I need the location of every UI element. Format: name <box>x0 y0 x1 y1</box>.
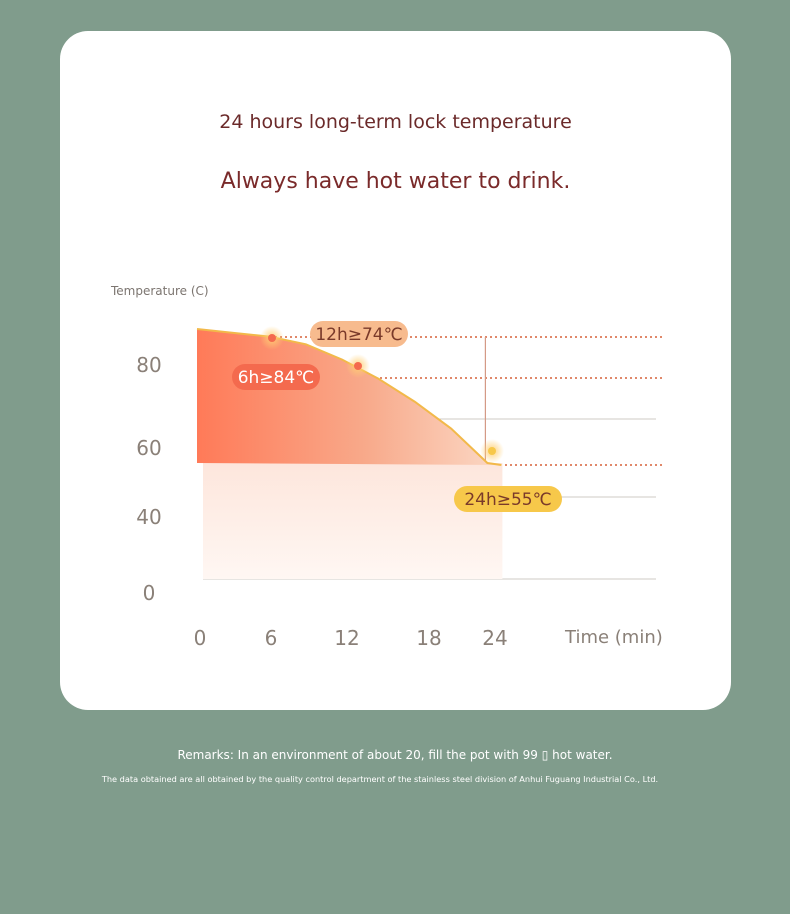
data-point <box>488 447 496 455</box>
data-point <box>354 362 362 370</box>
data-source-note: The data obtained are all obtained by th… <box>101 774 659 784</box>
annotation-badge <box>454 486 562 512</box>
x-tick-label: 24 <box>482 626 507 650</box>
annotation-badge <box>232 364 320 390</box>
data-point <box>268 334 276 342</box>
annotation-label: 12h≥74℃ <box>315 325 402 345</box>
x-axis-title: Time (min) <box>564 627 663 648</box>
annotation-badge <box>310 321 408 347</box>
temperature-chart: 6h≥84℃ 12h≥74℃ 24h≥55℃ 0 40 60 80 0 6 12 18 24 Tempe… <box>110 284 664 650</box>
x-tick-label: 18 <box>416 626 441 650</box>
page-title: 24 hours long-term lock temperature <box>219 111 572 133</box>
remarks-text: Remarks: In an environment of about 20, … <box>177 748 613 762</box>
y-tick-label: 60 <box>136 436 161 460</box>
lower-fill <box>203 463 503 579</box>
annotation-label: 6h≥84℃ <box>238 368 315 388</box>
annotation-label: 24h≥55℃ <box>464 490 551 510</box>
temperature-area <box>197 329 502 465</box>
x-tick-label: 12 <box>334 626 359 650</box>
x-tick-label: 6 <box>265 626 278 650</box>
y-axis-title: Temperature (C) <box>110 284 209 298</box>
y-tick-label: 0 <box>143 581 156 605</box>
page-subtitle: Always have hot water to drink. <box>220 169 571 194</box>
y-tick-label: 80 <box>136 353 161 377</box>
x-tick-label: 0 <box>194 626 207 650</box>
y-tick-label: 40 <box>136 505 161 529</box>
chart-card: 24 hours long-term lock temperature Alwa… <box>60 31 731 710</box>
